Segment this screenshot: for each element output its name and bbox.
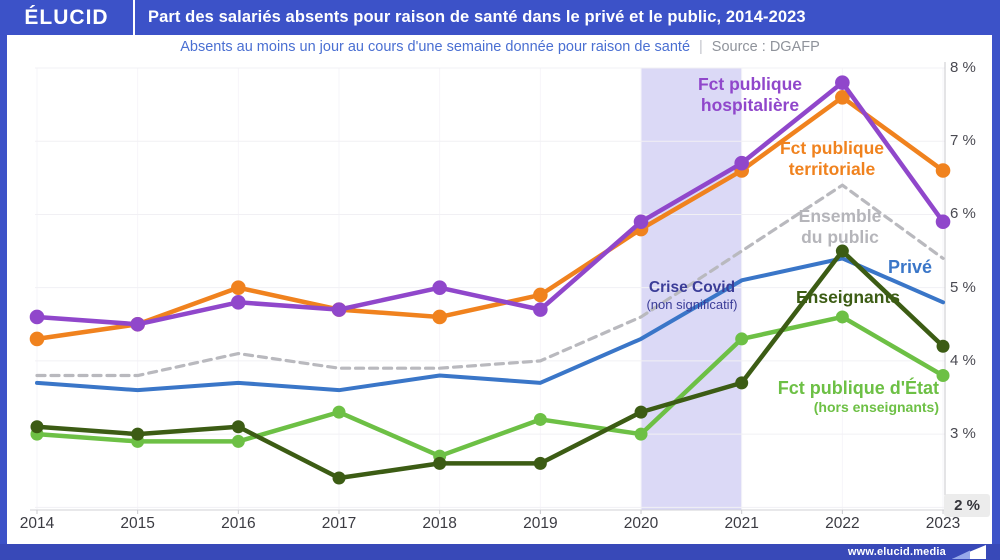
series-label-fct-publique-territoriale: Fct publique territoriale <box>732 138 932 180</box>
series-label-enseignants: Enseignants <box>795 287 901 307</box>
series-label-line: territoriale <box>788 159 876 179</box>
series-label-ensemble-du-public: Ensemble du public <box>740 206 940 248</box>
covid-annotation-subtitle: (non significatif) <box>646 297 738 312</box>
chart-title: Part des salariés absents pour raison de… <box>148 8 806 26</box>
series-label-line: Fct publique <box>697 74 803 94</box>
series-label-fct-publique-hospitaliere: Fct publique hospitalière <box>650 74 850 116</box>
series-label-fct-publique-etat: Fct publique d'État (hors enseignants) <box>687 378 939 415</box>
frame-border-right <box>992 0 1000 560</box>
elucid-logo: ÉLUCID <box>24 5 109 29</box>
subtitle-row: Absents au moins un jour au cours d'une … <box>0 35 1000 59</box>
elucid-flag-icon <box>952 545 986 559</box>
series-label-line: hospitalière <box>700 95 800 115</box>
chart-source: Source : DGAFP <box>711 39 820 55</box>
series-label-line: Fct publique d'État <box>777 378 939 398</box>
header-bar: ÉLUCID Part des salariés absents pour ra… <box>0 0 1000 35</box>
subtitle-separator: | <box>699 39 703 55</box>
series-label-line: Fct publique <box>779 138 885 158</box>
covid-annotation-title: Crise Covid <box>648 279 736 296</box>
series-label-prive: Privé <box>887 257 933 277</box>
footer-url: www.elucid.media <box>847 546 946 558</box>
series-label-line: du public <box>801 227 879 247</box>
series-label-line: (hors enseignants) <box>813 399 939 415</box>
frame-border-left <box>0 0 7 560</box>
footer-bar: www.elucid.media <box>0 544 1000 560</box>
chart-subtitle: Absents au moins un jour au cours d'une … <box>180 39 691 55</box>
series-label-line: Ensemble <box>798 206 882 226</box>
header-divider <box>133 0 135 35</box>
covid-annotation: Crise Covid (non significatif) <box>592 279 792 313</box>
